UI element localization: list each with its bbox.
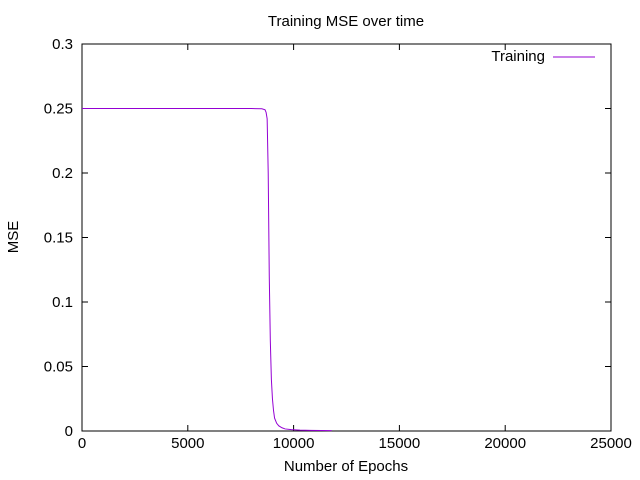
y-tick-label: 0.15 <box>44 230 73 247</box>
y-axis-label: MSE <box>5 221 22 254</box>
y-tick-label: 0.1 <box>52 294 73 311</box>
series-line-training <box>82 108 332 432</box>
series-layer <box>82 108 332 432</box>
legend: Training <box>491 48 595 65</box>
x-tick-label: 15000 <box>379 435 421 452</box>
x-axis-label: Number of Epochs <box>284 458 408 475</box>
y-tick-label: 0.3 <box>52 36 73 53</box>
x-tick-label: 0 <box>78 435 86 452</box>
y-tick-label: 0.2 <box>52 165 73 182</box>
chart-title: Training MSE over time <box>268 13 424 30</box>
x-axis: 0 5000 10000 15000 20000 25000 <box>78 44 632 452</box>
y-tick-label: 0.25 <box>44 101 73 118</box>
y-tick-label: 0.05 <box>44 359 73 376</box>
y-axis: 0 0.05 0.1 0.15 0.2 0.25 0.3 <box>44 36 611 440</box>
x-tick-label: 10000 <box>273 435 315 452</box>
x-tick-label: 20000 <box>484 435 526 452</box>
plot-frame <box>81 43 612 432</box>
legend-label-training: Training <box>491 48 545 65</box>
x-tick-label: 25000 <box>590 435 632 452</box>
y-tick-label: 0 <box>65 423 73 440</box>
x-tick-label: 5000 <box>171 435 204 452</box>
